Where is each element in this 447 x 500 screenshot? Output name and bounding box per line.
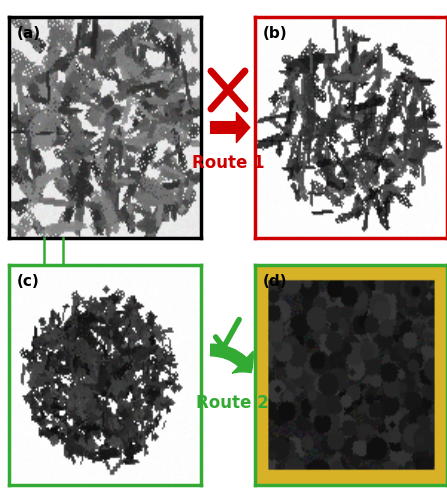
Text: (a): (a) [17,26,41,42]
Text: (c): (c) [17,274,39,289]
Text: (b): (b) [262,26,287,42]
Text: Route 1: Route 1 [192,154,264,172]
Text: Route 2: Route 2 [196,394,269,411]
Text: (d): (d) [262,274,287,289]
